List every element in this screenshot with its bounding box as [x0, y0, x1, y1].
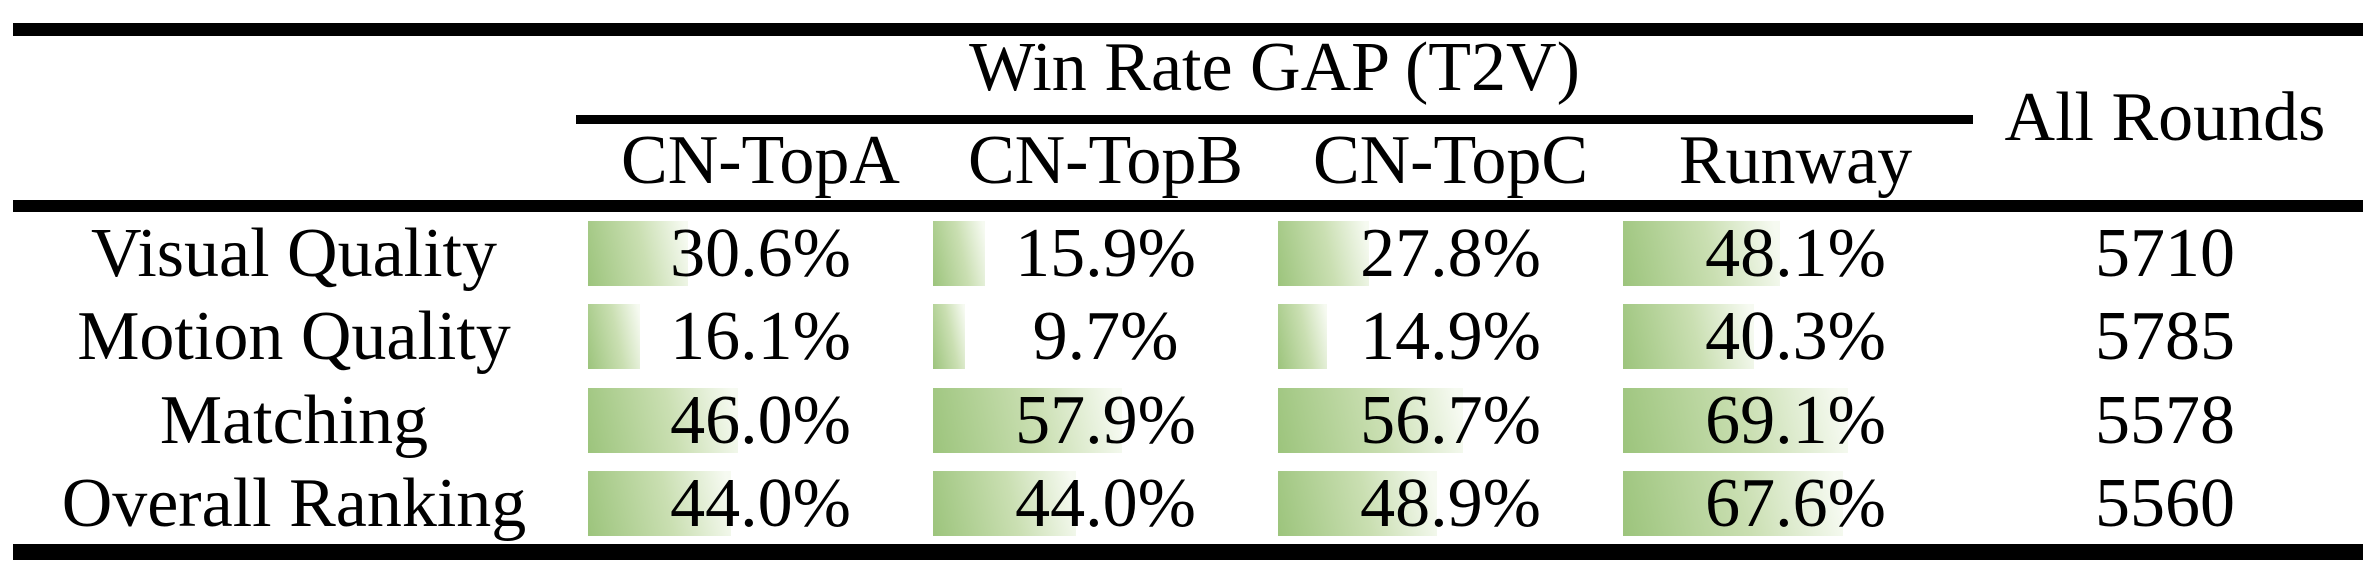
all-rounds-value: 5785: [2095, 298, 2235, 375]
win-rate-bar: [1623, 388, 1849, 453]
win-rate-value: 44.0%: [670, 465, 851, 542]
win-rate-bar: [933, 304, 965, 369]
win-rate-bar: [933, 388, 1122, 453]
title-underline-rule: [576, 115, 1973, 124]
row-label: Overall Ranking: [61, 465, 527, 542]
win-rate-cell: 48.1%: [1623, 212, 1968, 295]
win-rate-bar: [1278, 304, 1327, 369]
win-rate-cell: 9.7%: [933, 295, 1278, 378]
win-rate-value: 57.9%: [1015, 382, 1196, 459]
win-rate-value: 40.3%: [1705, 298, 1886, 375]
row-label: Matching: [159, 382, 429, 459]
win-rate-value: 15.9%: [1015, 215, 1196, 292]
win-rate-cell: 44.0%: [588, 462, 933, 545]
win-rate-cell: 27.8%: [1278, 212, 1623, 295]
win-rate-value: 46.0%: [670, 382, 851, 459]
row-label: Motion Quality: [77, 298, 511, 375]
win-rate-value: 27.8%: [1360, 215, 1541, 292]
win-rate-bar: [933, 221, 985, 286]
row-label: Visual Quality: [90, 215, 498, 292]
win-rate-cell: 57.9%: [933, 379, 1278, 462]
column-header-cn-topa: CN-TopA: [621, 122, 900, 199]
column-header-runway: Runway: [1678, 122, 1913, 199]
column-header-all-rounds: All Rounds: [2004, 79, 2326, 156]
win-rate-cell: 14.9%: [1278, 295, 1623, 378]
all-rounds-value: 5560: [2095, 465, 2235, 542]
table-top-rule: [13, 23, 2363, 36]
win-rate-cell: 69.1%: [1623, 379, 1968, 462]
win-rate-bar: [1278, 221, 1369, 286]
win-rate-cell: 67.6%: [1623, 462, 1968, 545]
table-row: Visual Quality 30.6% 15.9% 27.8% 48.1% 5…: [0, 212, 2376, 295]
win-rate-bar: [588, 388, 738, 453]
win-rate-bar: [1278, 471, 1438, 536]
win-rate-cell: 40.3%: [1623, 295, 1968, 378]
win-rate-cell: 44.0%: [933, 462, 1278, 545]
table-title: Win Rate GAP (T2V): [969, 29, 1580, 106]
win-rate-bar: [1623, 471, 1844, 536]
win-rate-bar: [588, 471, 732, 536]
win-rate-bar: [1278, 388, 1463, 453]
win-rate-value: 48.1%: [1705, 215, 1886, 292]
win-rate-value: 16.1%: [670, 298, 851, 375]
table-row: Matching 46.0% 57.9% 56.7% 69.1% 5578: [0, 379, 2376, 462]
win-rate-cell: 48.9%: [1278, 462, 1623, 545]
win-rate-value: 9.7%: [1032, 298, 1179, 375]
table-row: Overall Ranking 44.0% 44.0% 48.9% 67.6% …: [0, 462, 2376, 545]
win-rate-value: 56.7%: [1360, 382, 1541, 459]
all-rounds-value: 5710: [2095, 215, 2235, 292]
win-rate-value: 48.9%: [1360, 465, 1541, 542]
all-rounds-value: 5578: [2095, 382, 2235, 459]
win-rate-value: 67.6%: [1705, 465, 1886, 542]
win-rate-cell: 15.9%: [933, 212, 1278, 295]
win-rate-value: 44.0%: [1015, 465, 1196, 542]
header-separator-rule: [13, 200, 2363, 212]
win-rate-bar: [588, 221, 688, 286]
win-rate-value: 30.6%: [670, 215, 851, 292]
win-rate-bar: [1623, 304, 1755, 369]
table-row: Motion Quality 16.1% 9.7% 14.9% 40.3% 57…: [0, 295, 2376, 378]
win-rate-bar: [588, 304, 641, 369]
win-rate-value: 14.9%: [1360, 298, 1541, 375]
win-rate-bar: [1623, 221, 1780, 286]
table-bottom-rule: [13, 544, 2363, 560]
column-header-cn-topb: CN-TopB: [967, 122, 1244, 199]
win-rate-cell: 30.6%: [588, 212, 933, 295]
win-rate-cell: 46.0%: [588, 379, 933, 462]
win-rate-cell: 56.7%: [1278, 379, 1623, 462]
column-header-cn-topc: CN-TopC: [1312, 122, 1589, 199]
win-rate-cell: 16.1%: [588, 295, 933, 378]
win-rate-value: 69.1%: [1705, 382, 1886, 459]
win-rate-bar: [933, 471, 1077, 536]
